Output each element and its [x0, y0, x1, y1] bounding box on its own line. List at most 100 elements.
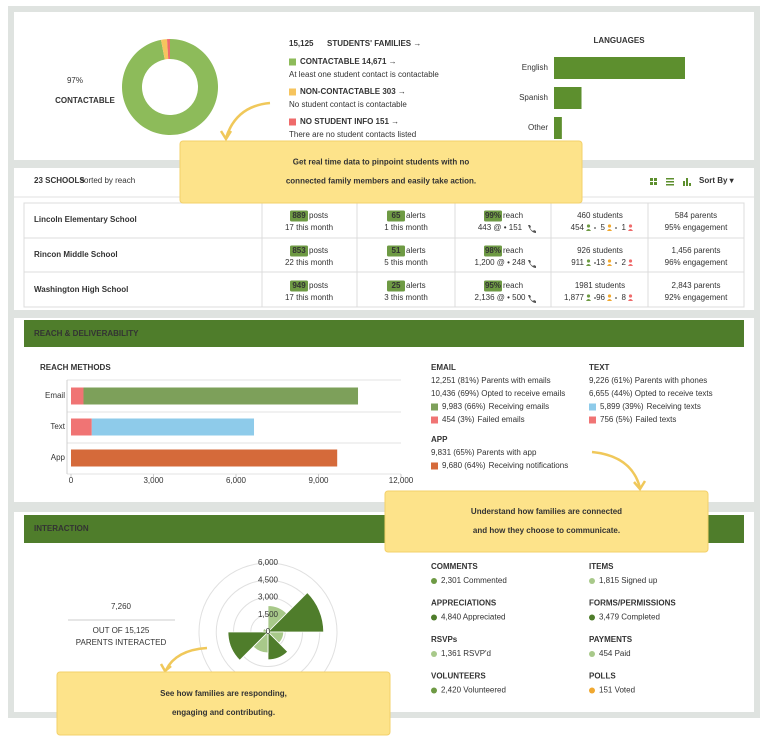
r-tick-label: 1,500: [258, 610, 279, 619]
donut-segment: [161, 39, 169, 60]
polar-wedge: [266, 629, 269, 633]
reach-label: reach: [503, 246, 523, 255]
status-label[interactable]: NO STUDENT INFO 151 →: [300, 117, 399, 126]
legend-swatch: [431, 462, 438, 470]
language-bar: [554, 117, 562, 139]
channel-line: 9,226 (61%) Parents with phones: [589, 376, 707, 385]
view-icons[interactable]: [650, 178, 691, 186]
x-tick-label: 9,000: [308, 476, 329, 485]
posts-label: posts: [309, 246, 328, 255]
callout-text: and how they choose to communicate.: [473, 526, 620, 535]
activity-dot: [589, 651, 595, 657]
person-icon: [628, 299, 633, 301]
legend-text: Receiving notifications: [489, 461, 569, 470]
chart-title: REACH METHODS: [40, 363, 111, 372]
legend-count: 5,899 (39%): [600, 402, 644, 411]
callout-box: [384, 490, 709, 553]
r-tick-label: 3,000: [258, 593, 279, 602]
posts-month: 17 this month: [285, 223, 333, 232]
person-icon: [607, 264, 612, 266]
status-label[interactable]: CONTACTABLE 14,671 →: [300, 57, 397, 66]
activity-detail: 2,420 Volunteered: [441, 686, 506, 695]
sort-note: sorted by reach: [80, 176, 135, 185]
alerts-label: alerts: [406, 281, 426, 290]
activity-detail: 2,301 Commented: [441, 576, 507, 585]
callout-box: [56, 671, 391, 736]
donut-segment: [166, 39, 170, 60]
legend-count: 454 (3%): [442, 415, 475, 424]
callout-arrow-head: [159, 663, 172, 673]
posts: 949: [292, 281, 306, 290]
posts-label: posts: [309, 281, 328, 290]
student-count: 911: [571, 258, 584, 267]
legend-swatch: [431, 416, 438, 424]
person-icon: [628, 229, 633, 231]
category-label: App: [51, 453, 66, 462]
callout-arrow: [591, 450, 642, 489]
donut-segment: [122, 39, 218, 135]
total-label[interactable]: STUDENTS' FAMILIES →: [327, 39, 421, 48]
activity-dot: [589, 614, 595, 621]
percent-label: CONTACTABLE: [55, 96, 115, 105]
caption: PARENTS INTERACTED: [76, 638, 167, 647]
parents: 1,456 parents: [672, 246, 721, 255]
table-lines: [24, 203, 744, 307]
person-icon: [586, 299, 591, 301]
activity-detail: 151 Voted: [599, 686, 635, 695]
r-tick-label: 6,000: [258, 558, 279, 567]
student-count: 1,877: [564, 293, 585, 302]
school-name[interactable]: Rincon Middle School: [34, 250, 118, 259]
separator: [615, 227, 617, 229]
legend-count: 9,680 (64%): [442, 461, 486, 470]
status-swatch: [289, 88, 296, 96]
sort-by[interactable]: Sort By ▾: [699, 176, 735, 185]
activity-dot: [589, 687, 595, 694]
callout-arrow: [164, 646, 208, 671]
alerts-badge: [387, 280, 405, 292]
bar-segment: [91, 418, 255, 436]
phone-icon: [528, 295, 536, 303]
activity-detail: 4,840 Appreciated: [441, 613, 506, 622]
person-icon: [607, 229, 612, 231]
x-tick-label: 0: [69, 476, 74, 485]
language-label: Spanish: [519, 93, 548, 102]
engagement: 92% engagement: [665, 293, 728, 302]
reach-header-bar: [24, 320, 744, 347]
channel-line: 9,831 (65%) Parents with app: [431, 448, 537, 457]
channel-title: TEXT: [589, 363, 610, 372]
legend-swatch: [589, 403, 596, 411]
person-icon: [628, 259, 633, 263]
legend-swatch: [431, 403, 438, 411]
activity-dot: [431, 687, 437, 694]
person-icon: [607, 224, 612, 228]
activity-title: ITEMS: [589, 562, 614, 571]
reach-label: reach: [503, 211, 523, 220]
bar-segment: [71, 387, 84, 405]
students: 460 students: [577, 211, 623, 220]
school-name[interactable]: Washington High School: [34, 285, 128, 294]
status-label[interactable]: NON-CONTACTABLE 303 →: [300, 87, 406, 96]
activity-detail: 1,815 Signed up: [599, 576, 658, 585]
section-header: REACH & DELIVERABILITY: [34, 329, 139, 338]
student-count: 13: [596, 258, 605, 267]
legend-text: Failed emails: [477, 415, 524, 424]
person-icon: [586, 294, 591, 298]
person-icon: [607, 259, 612, 263]
separator: [615, 262, 617, 264]
activity-dot: [589, 578, 595, 584]
callout-text: connected family members and easily take…: [286, 177, 476, 186]
alerts-label: alerts: [406, 246, 426, 255]
student-count: 454: [571, 223, 585, 232]
alerts-month: 5 this month: [384, 258, 428, 267]
reach-badge: [484, 280, 502, 292]
status-swatch: [289, 58, 296, 66]
school-name[interactable]: Lincoln Elementary School: [34, 215, 137, 224]
category-label: Email: [45, 391, 65, 400]
person-icon: [586, 259, 591, 263]
channel-title: APP: [431, 435, 448, 444]
x-tick-label: 12,000: [389, 476, 414, 485]
legend-text: Receiving emails: [489, 402, 549, 411]
activity-title: VOLUNTEERS: [431, 672, 486, 681]
callout-arrow-head: [219, 130, 233, 142]
